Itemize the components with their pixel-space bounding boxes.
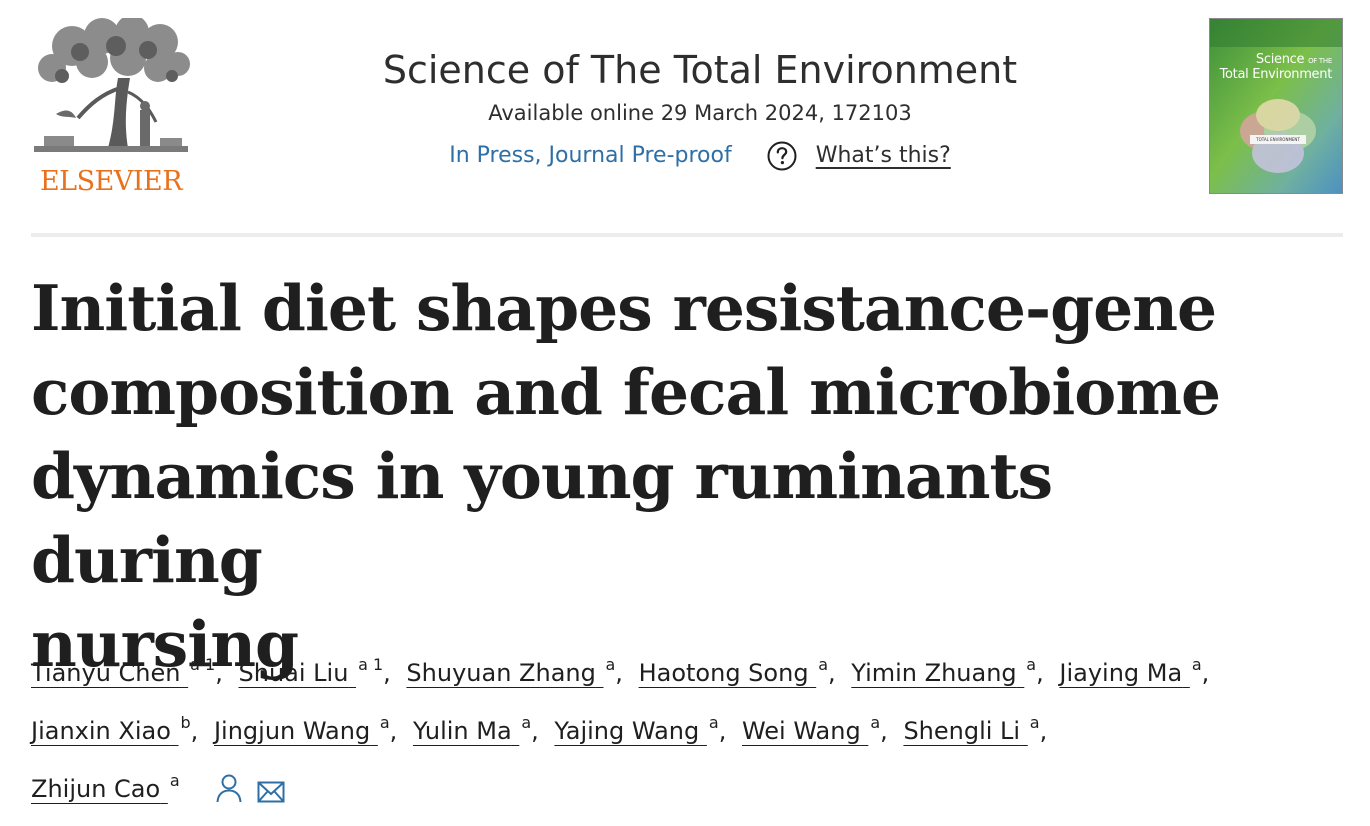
person-icon[interactable] xyxy=(215,770,243,820)
affiliation-sup[interactable]: a xyxy=(870,713,881,732)
author-name-link[interactable]: Zhijun Cao xyxy=(31,775,161,803)
author-name-link[interactable]: Yulin Ma xyxy=(412,717,512,745)
author-separator: , xyxy=(718,717,727,745)
author: Yulin Ma a, xyxy=(412,713,547,745)
author-name-link[interactable]: Haotong Song xyxy=(638,659,809,687)
cover-title-line2: Total Environment xyxy=(1219,67,1333,82)
author-separator: , xyxy=(1036,659,1044,687)
envelope-icon[interactable] xyxy=(257,770,285,820)
in-press-link[interactable]: In Press, Journal Pre-proof xyxy=(449,143,732,168)
header-divider xyxy=(31,233,1343,237)
author-name-link[interactable]: Tianyu Chen xyxy=(31,659,181,687)
author-separator: , xyxy=(880,717,888,745)
author: Jianxin Xiao b, xyxy=(31,713,206,745)
author-separator: , xyxy=(215,659,223,687)
author: Wei Wang a, xyxy=(741,713,896,745)
author: Yimin Zhuang a, xyxy=(851,655,1051,687)
author-separator: , xyxy=(383,659,391,687)
author: Tianyu Chen a 1, xyxy=(31,655,231,687)
affiliation-sup[interactable]: a xyxy=(708,713,719,732)
author-name-link[interactable]: Wei Wang xyxy=(741,717,861,745)
cover-title-small: OF THE xyxy=(1308,57,1332,65)
author-name-link[interactable]: Jingjun Wang xyxy=(213,717,371,745)
journal-title[interactable]: Science of The Total Environment xyxy=(382,48,1018,92)
author-name-link[interactable]: Shengli Li xyxy=(903,717,1021,745)
author: Jiaying Ma a, xyxy=(1059,655,1217,687)
author: Shuyuan Zhang a, xyxy=(406,655,631,687)
author: Zhijun Cao a xyxy=(31,771,188,803)
affiliation-sup[interactable]: a xyxy=(605,655,616,674)
title-line: dynamics in young ruminants during xyxy=(31,439,1053,597)
affiliation-sup[interactable]: a 1 xyxy=(358,655,384,674)
affiliation-sup[interactable]: a xyxy=(379,713,390,732)
cover-banner-text: TOTAL ENVIRONMENT xyxy=(1256,137,1300,142)
author-separator: , xyxy=(1039,717,1048,745)
author-separator: , xyxy=(828,659,836,687)
title-line: composition and fecal microbiome xyxy=(31,355,1221,429)
affiliation-sup[interactable]: a 1 xyxy=(190,655,216,674)
title-line: Initial diet shapes resistance-gene xyxy=(31,271,1217,345)
author-name-link[interactable]: Jiaying Ma xyxy=(1059,659,1183,687)
author: Shuai Liu a 1, xyxy=(238,655,399,687)
author: Haotong Song a, xyxy=(638,655,844,687)
affiliation-sup[interactable]: a xyxy=(1029,713,1040,732)
author: Shengli Li a, xyxy=(903,713,1055,745)
author-separator: , xyxy=(531,717,539,745)
article-header: ELSEVIER Science of The Total Environmen… xyxy=(0,0,1370,237)
affiliation-sup[interactable]: a xyxy=(521,713,532,732)
elsevier-wordmark: ELSEVIER xyxy=(39,166,183,197)
author-name-link[interactable]: Shuai Liu xyxy=(238,659,349,687)
author-name-link[interactable]: Jianxin Xiao xyxy=(31,717,171,745)
author-name-link[interactable]: Yimin Zhuang xyxy=(851,659,1017,687)
article-title: Initial diet shapes resistance-gene comp… xyxy=(31,266,1231,686)
author-separator: , xyxy=(1201,659,1210,687)
title-line: nursing xyxy=(31,607,299,681)
availability-date: Available online 29 March 2024, 172103 xyxy=(488,101,912,125)
author-list: Tianyu Chen a 1, Shuai Liu a 1, Shuyuan Zh… xyxy=(31,640,1331,820)
affiliation-sup[interactable]: a xyxy=(1026,655,1037,674)
question-circle-icon[interactable] xyxy=(766,140,798,172)
author-name-link[interactable]: Yajing Wang xyxy=(554,717,700,745)
journal-info: Science of The Total Environment Availab… xyxy=(300,44,1100,173)
affiliation-sup[interactable]: a xyxy=(1191,655,1202,674)
affiliation-sup[interactable]: a xyxy=(818,655,828,674)
author-separator: , xyxy=(615,659,623,687)
author-separator: , xyxy=(190,717,199,745)
author-separator: , xyxy=(389,717,398,745)
cover-journal-title: Science OF THE Total Environment xyxy=(1210,53,1342,82)
author: Jingjun Wang a, xyxy=(213,713,405,745)
elsevier-logo[interactable]: ELSEVIER xyxy=(32,18,190,197)
author-name-link[interactable]: Shuyuan Zhang xyxy=(406,659,596,687)
article-status-row: In Press, Journal Pre-proof What’s this? xyxy=(300,139,1100,173)
tree-illustration-icon xyxy=(34,18,190,152)
cover-title-line1: Science xyxy=(1255,52,1305,67)
corresponding-author-icons xyxy=(215,770,285,820)
whats-this-link[interactable]: What’s this? xyxy=(815,143,951,168)
affiliation-sup[interactable]: b xyxy=(180,713,191,732)
cover-image xyxy=(1210,19,1342,193)
journal-cover-thumbnail[interactable]: Science OF THE Total Environment TOTAL E… xyxy=(1209,18,1343,194)
author: Yajing Wang a, xyxy=(554,713,734,745)
affiliation-sup[interactable]: a xyxy=(169,771,180,790)
